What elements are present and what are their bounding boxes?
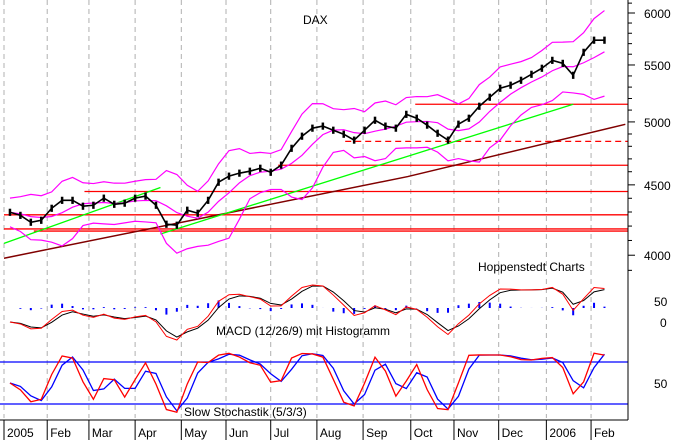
grid [3,0,592,418]
macd-label: MACD (12/26/9) mit Histogramm [216,324,390,338]
bollinger-middle [9,51,605,219]
credit-label: Hoppenstedt Charts [478,260,585,274]
x-tick-label: Mar [92,426,113,440]
price-series [8,36,606,229]
y-tick-label: 5500 [644,59,671,73]
y-tick-label: 5000 [644,116,671,130]
x-tick-label: Apr [138,426,157,440]
bollinger-upper [9,10,605,199]
x-tick-label: May [184,426,207,440]
x-tick-label: Dec [502,426,523,440]
x-tick-label: Feb [50,426,71,440]
stochastic-tick-label: 50 [654,377,668,391]
macd-line [9,284,605,341]
macd-tick-label: 0 [660,316,667,330]
x-tick-label: Oct [414,426,433,440]
bollinger-lower [9,91,605,254]
x-tick-label: Sep [366,426,388,440]
x-tick-label: Feb [594,426,615,440]
macd-panel: 50 0 [9,284,668,341]
y-tick-label: 4500 [644,179,671,193]
horizontal-levels [4,103,628,232]
x-tick-label: 2005 [7,426,34,440]
stochastic-label: Slow Stochastik (5/3/3) [184,405,307,419]
overlays [3,10,626,259]
price-line [9,39,605,227]
x-tick-label: Aug [320,426,341,440]
stochastic-k-line [9,352,605,413]
x-tick-label: Nov [457,426,478,440]
y-tick-label: 6000 [644,7,671,21]
trend-line [160,103,574,235]
macd-tick-label: 50 [654,295,668,309]
y-tick-label: 4000 [644,249,671,263]
x-tick-label: Jun [229,426,248,440]
x-tick-label: Jul [274,426,289,440]
moving-average-line [3,123,626,259]
stochastic-panel: 50 [0,352,668,413]
x-tick-label: 2006 [549,426,576,440]
chart-title: DAX [303,13,328,27]
